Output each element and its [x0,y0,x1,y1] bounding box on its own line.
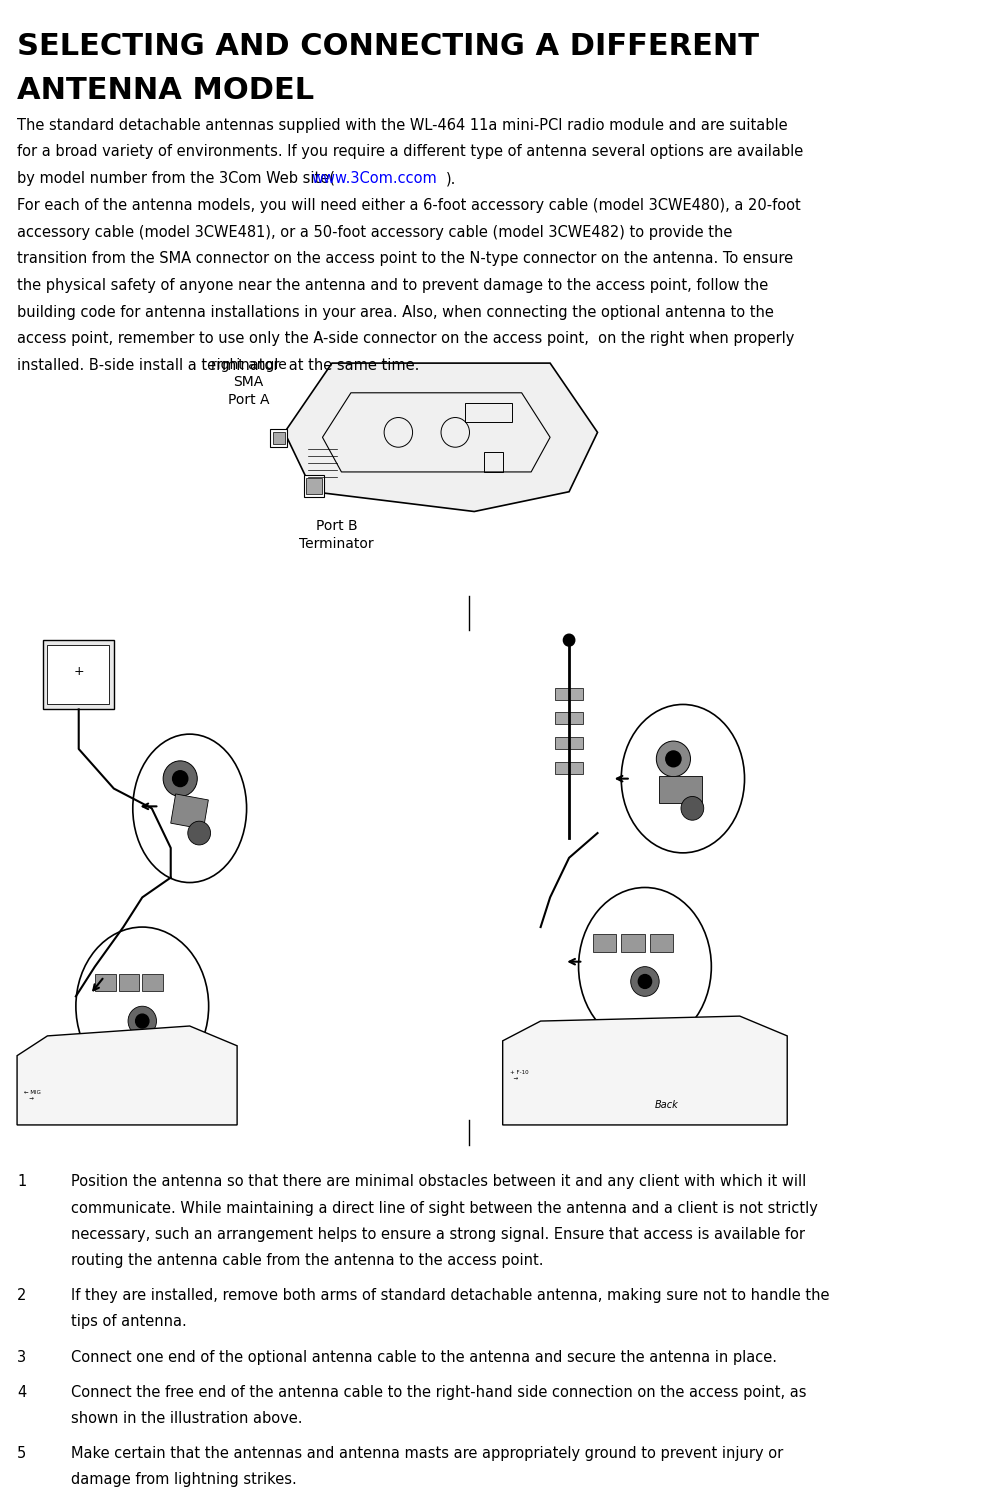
Text: necessary, such an arrangement helps to ensure a strong signal. Ensure that acce: necessary, such an arrangement helps to … [71,1227,805,1242]
Text: If they are installed, remove both arms of standard detachable antenna, making s: If they are installed, remove both arms … [71,1288,830,1303]
Text: 4: 4 [17,1384,27,1399]
Text: Position the antenna so that there are minimal obstacles between it and any clie: Position the antenna so that there are m… [71,1175,806,1190]
Text: ANTENNA MODEL: ANTENNA MODEL [17,76,314,106]
Bar [593,934,617,952]
Text: installed. B-side install a terminator  at the same time.: installed. B-side install a terminator a… [17,358,420,373]
Text: shown in the illustration above.: shown in the illustration above. [71,1411,302,1426]
Text: access point, remember to use only the A-side connector on the access point,  on: access point, remember to use only the A… [17,332,794,346]
Bar [464,403,512,422]
Bar [171,794,208,830]
Circle shape [638,974,652,989]
Bar [621,934,645,952]
Text: 3: 3 [17,1350,27,1365]
Text: Connect one end of the optional antenna cable to the antenna and secure the ante: Connect one end of the optional antenna … [71,1350,778,1365]
Text: communicate. While maintaining a direct line of sight between the antenna and a : communicate. While maintaining a direct … [71,1200,818,1216]
PathPatch shape [17,1026,237,1126]
Text: 5: 5 [17,1445,27,1462]
Text: The standard detachable antennas supplied with the WL-464 11a mini-PCI radio mod: The standard detachable antennas supplie… [17,117,787,132]
Bar [47,645,109,705]
Text: + F-10
  →: + F-10 → [510,1071,529,1081]
Bar [42,639,114,709]
Circle shape [681,797,703,821]
Bar [142,974,163,992]
Bar [659,776,701,803]
Circle shape [630,967,659,996]
Ellipse shape [132,735,247,883]
Bar [271,430,288,448]
Ellipse shape [76,926,208,1086]
Bar [650,934,674,952]
Circle shape [188,821,210,845]
Ellipse shape [621,705,745,854]
Bar [303,474,324,497]
Text: tips of antenna.: tips of antenna. [71,1315,187,1329]
Ellipse shape [579,888,711,1045]
Text: routing the antenna cable from the antenna to the access point.: routing the antenna cable from the anten… [71,1254,543,1268]
Text: SELECTING AND CONNECTING A DIFFERENT: SELECTING AND CONNECTING A DIFFERENT [17,31,759,61]
Bar [484,452,503,471]
PathPatch shape [285,363,598,512]
Text: Connect the free end of the antenna cable to the right-hand side connection on t: Connect the free end of the antenna cabl… [71,1384,806,1399]
Text: transition from the SMA connector on the access point to the N-type connector on: transition from the SMA connector on the… [17,251,793,266]
Circle shape [135,1014,149,1028]
Circle shape [656,741,691,776]
Circle shape [666,751,681,767]
Text: ← MIG
   →: ← MIG → [24,1090,41,1100]
Text: www.3Com.ccom: www.3Com.ccom [311,171,437,186]
Text: 2: 2 [17,1288,27,1303]
Text: damage from lightning strikes.: damage from lightning strikes. [71,1472,296,1487]
Text: Make certain that the antennas and antenna masts are appropriately ground to pre: Make certain that the antennas and anten… [71,1445,783,1462]
Bar [119,974,139,992]
Bar [555,687,583,699]
Bar [95,974,116,992]
PathPatch shape [503,1016,787,1126]
Circle shape [563,633,575,645]
Text: accessory cable (model 3CWE481), or a 50-foot accessory cable (model 3CWE482) to: accessory cable (model 3CWE481), or a 50… [17,225,732,239]
Text: Port B
Terminator: Port B Terminator [299,519,374,550]
Text: +: + [73,665,84,678]
Circle shape [163,761,198,797]
Text: by model number from the 3Com Web site(: by model number from the 3Com Web site( [17,171,335,186]
Text: building code for antenna installations in your area. Also, when connecting the : building code for antenna installations … [17,305,774,320]
Text: ).: ). [446,171,456,186]
Text: For each of the antenna models, you will need either a 6-foot accessory cable (m: For each of the antenna models, you will… [17,198,801,213]
Circle shape [173,770,188,787]
Bar [555,761,583,773]
Circle shape [128,1007,156,1036]
Bar [306,477,321,494]
Text: the physical safety of anyone near the antenna and to prevent damage to the acce: the physical safety of anyone near the a… [17,278,769,293]
Text: Back: Back [654,1100,678,1111]
Bar [273,433,285,445]
Bar [555,738,583,749]
Text: for a broad variety of environments. If you require a different type of antenna : for a broad variety of environments. If … [17,144,803,159]
Bar [555,712,583,724]
Text: 1: 1 [17,1175,27,1190]
Text: right angle
SMA
Port A: right angle SMA Port A [210,358,287,407]
